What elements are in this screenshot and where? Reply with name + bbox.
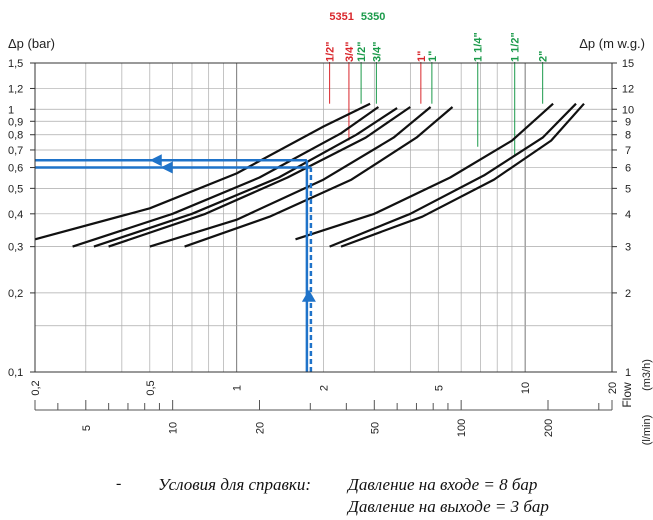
x-tick-label-lmin: 100: [456, 419, 468, 437]
y-tick-label-left: 0,8: [8, 130, 23, 142]
x-tick-label-m3h: 2: [319, 385, 331, 391]
pressure-drop-curve: [329, 102, 577, 248]
x-tick-label-lmin: 20: [254, 422, 266, 434]
group-label-5351: 5351: [329, 11, 353, 23]
note-label: Условия для справки:: [158, 475, 312, 494]
size-label: 1": [427, 51, 439, 62]
size-label: 1/2": [356, 41, 368, 62]
pressure-drop-curve: [184, 106, 454, 248]
arrow-up-icon: [301, 289, 316, 302]
y-tick-label-right: 1: [625, 367, 631, 379]
size-label: 1/2": [325, 41, 337, 62]
example-reading: [35, 154, 316, 372]
size-label: 3/4": [371, 41, 383, 62]
y-tick-label-left: 0,5: [8, 183, 23, 195]
y-tick-label-left: 1,5: [8, 58, 23, 70]
y-tick-label-left: 0,3: [8, 242, 23, 254]
y-tick-label-left: 0,7: [8, 145, 23, 157]
arrow-left-icon: [160, 161, 173, 174]
y-tick-label-right: 8: [625, 130, 631, 142]
flow-unit-lmin: (l/min): [641, 415, 653, 446]
y-tick-label-left: 1,2: [8, 83, 23, 95]
size-label: 1 1/2": [510, 32, 522, 62]
pressure-drop-curve: [108, 106, 411, 248]
y-tick-label-left: 1: [8, 104, 14, 116]
pressure-drop-chart: 0,10,20,30,40,50,60,70,80,911,21,5123456…: [8, 11, 653, 445]
note-outlet-pressure: Давление на выходе = 3 бар: [348, 497, 549, 516]
y-tick-label-right: 4: [625, 209, 631, 221]
pressure-drop-curve: [34, 102, 371, 241]
pressure-drop-curve: [72, 106, 380, 248]
x-tick-label-lmin: 200: [543, 419, 555, 437]
size-label: 1 1/4": [473, 32, 485, 62]
y-tick-label-right: 9: [625, 116, 631, 128]
y-tick-label-right: 15: [622, 58, 634, 70]
arrow-left-icon: [149, 154, 162, 167]
x-tick-label-lmin: 10: [168, 422, 180, 434]
note-dash: -: [116, 475, 122, 492]
y-tick-label-right: 2: [625, 288, 631, 300]
y-axis-title-left: Δp (bar): [8, 36, 55, 51]
curves: [34, 102, 585, 248]
size-label: 2": [538, 51, 550, 62]
x-tick-label-m3h: 1: [232, 385, 244, 391]
x-tick-label-m3h: 0,5: [145, 380, 157, 395]
y-tick-label-right: 10: [622, 104, 634, 116]
flow-title: Flow: [620, 382, 634, 408]
size-label: 1": [416, 51, 428, 62]
pressure-drop-curve: [93, 107, 398, 248]
y-tick-label-left: 0,4: [8, 209, 23, 221]
axes: [30, 62, 617, 411]
y-tick-label-right: 5: [625, 183, 631, 195]
x-tick-label-lmin: 5: [81, 425, 93, 431]
group-label-5350: 5350: [361, 11, 385, 23]
y-tick-label-right: 3: [625, 242, 631, 254]
y-tick-label-right: 6: [625, 163, 631, 175]
y-tick-label-left: 0,2: [8, 288, 23, 300]
labels: 0,10,20,30,40,50,60,70,80,911,21,5123456…: [8, 11, 653, 445]
x-tick-label-m3h: 5: [433, 385, 445, 391]
x-tick-label-m3h: 10: [520, 382, 532, 394]
pressure-drop-curve: [149, 106, 432, 248]
y-tick-label-left: 0,1: [8, 367, 23, 379]
grid: [34, 62, 613, 373]
y-tick-label-left: 0,6: [8, 163, 23, 175]
x-tick-label-m3h: 0,2: [30, 380, 42, 395]
flow-unit-m3h: (m3/h): [641, 359, 653, 391]
y-axis-title-right: Δp (m w.g.): [579, 36, 645, 51]
pressure-drop-curve: [295, 102, 554, 241]
x-tick-label-m3h: 20: [607, 382, 619, 394]
pressure-drop-curve: [340, 102, 585, 248]
y-tick-label-right: 7: [625, 145, 631, 157]
note-inlet-pressure: Давление на входе = 8 бар: [348, 475, 538, 494]
plot-frame: [34, 62, 613, 373]
y-tick-label-left: 0,9: [8, 116, 23, 128]
x-tick-label-lmin: 50: [369, 422, 381, 434]
y-tick-label-right: 12: [622, 83, 634, 95]
size-label: 3/4": [344, 41, 356, 62]
